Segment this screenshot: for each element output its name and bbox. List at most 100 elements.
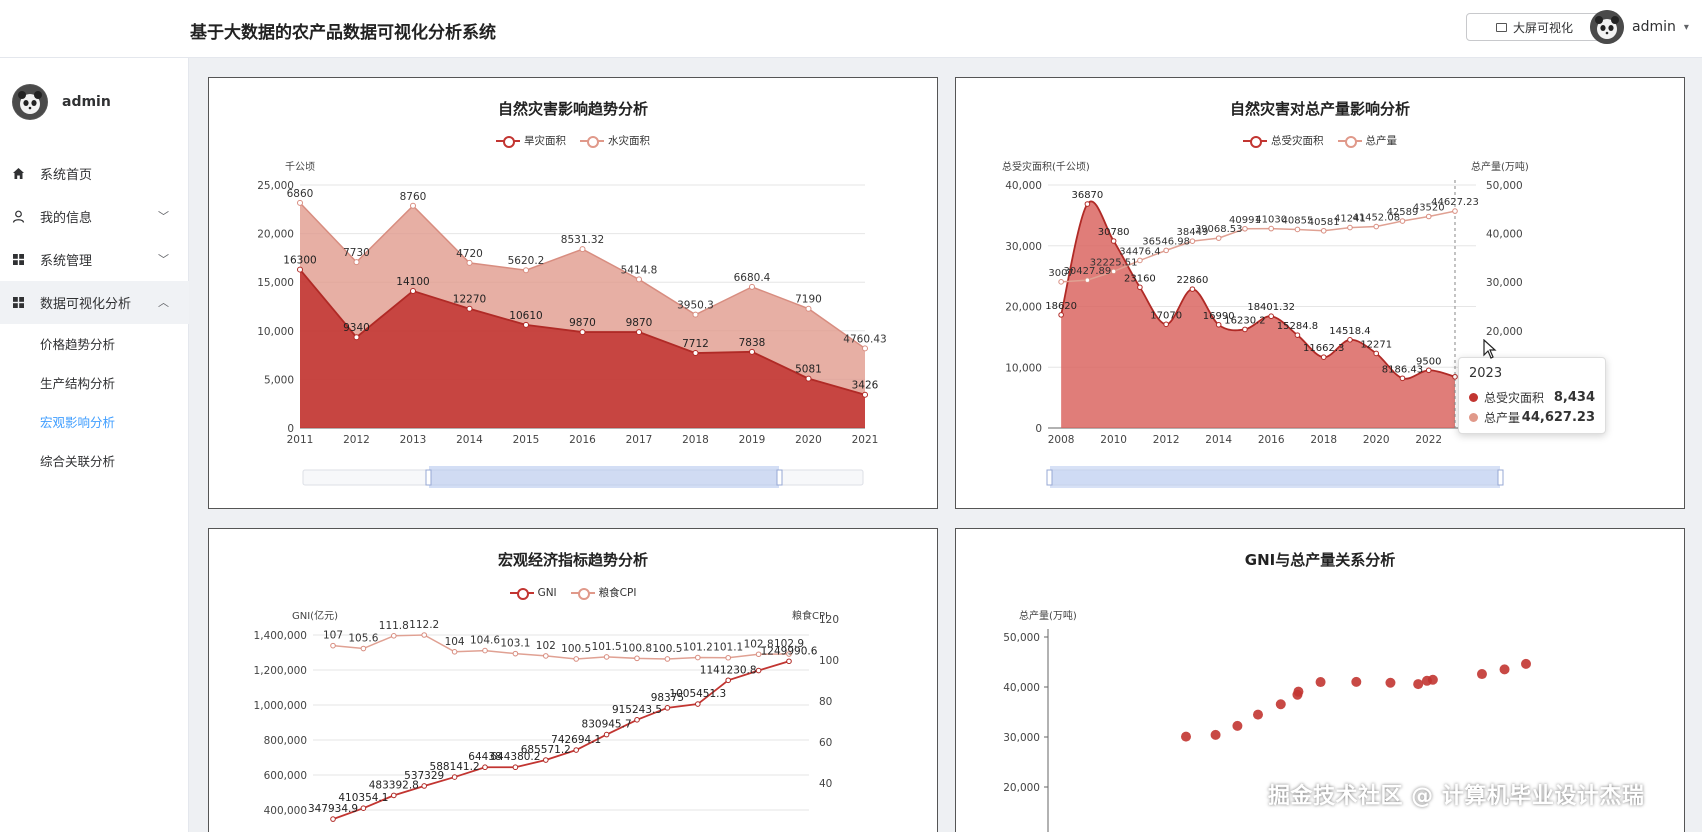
sidebar-item-home[interactable]: 系统首页 [0,152,189,195]
data-point [573,747,580,753]
x-tick-label: 2010 [1100,434,1127,446]
chart-macro-economy[interactable]: GNI(亿元) 粮食CPI 400,000 600,000 800,000 1,000,0… [209,529,939,832]
scatter-point [1252,709,1263,720]
data-point [1242,326,1248,333]
data-point [636,329,642,336]
data-point [1058,279,1064,285]
y-axis-title: 总受灾面积(千公顷) [1002,160,1090,173]
legend-item[interactable]: 总受灾面积 [1243,133,1324,148]
data-point [695,654,701,661]
legend-symbol [509,587,534,600]
x-tick-label: 2022 [1415,434,1442,446]
data-label: 105.6 [348,633,378,645]
data-point [297,199,303,206]
x-tick-label: 2014 [456,434,483,446]
data-point [1163,247,1169,254]
x-tick-label: 2018 [682,434,709,446]
data-label: 7190 [795,294,822,306]
data-label: 644380.2 [490,751,540,763]
data-point [512,764,519,771]
y-tick-label: 25,000 [257,180,294,192]
chart-gni-production[interactable]: 总产量(万吨) 20,000 30,000 40,000 50,000 [956,529,1686,832]
legend-item[interactable]: 总产量 [1337,133,1398,148]
data-point [725,677,732,684]
y-right-tick-label: 80 [819,696,832,708]
data-label: 40581 [1308,217,1340,228]
big-screen-button[interactable]: 大屏可视化 [1466,13,1603,41]
data-label: 14100 [396,276,429,288]
data-label: 7730 [343,247,370,259]
data-point [862,345,868,352]
scatter-point [1499,664,1510,675]
data-label: 64438 [468,751,501,763]
y-tick-label: 20,000 [257,229,294,241]
legend-item[interactable]: 粮食CPI [570,585,636,600]
submenu-item-correlation[interactable]: 综合关联分析 [40,454,116,469]
data-label: 101.2 [683,642,713,654]
legend-label: 水灾面积 [608,135,650,147]
legend-label: GNI [537,586,557,599]
data-label: 42589 [1387,207,1419,218]
sidebar-item-system-manage[interactable]: 系统管理 ﹀ [0,238,189,281]
data-point [573,656,580,662]
datazoom-slider-handle [1046,469,1053,486]
data-label: 32225.51 [1090,257,1138,268]
data-point [353,334,360,341]
data-label: 102 [536,640,556,652]
header-user-menu[interactable]: admin ▾ [1590,10,1689,44]
datazoom-slider-handle [425,469,432,486]
data-label: 104 [445,636,465,648]
data-point [1189,286,1196,292]
data-point [330,642,336,649]
line-series-disaster [1060,200,1456,380]
data-point [421,783,427,789]
data-point [755,651,762,658]
x-tick-label: 2012 [1153,434,1180,446]
data-label: 101.5 [592,641,622,653]
sidebar-item-my-info[interactable]: 我的信息 ﹀ [0,195,189,238]
chart-disaster-production[interactable]: 总受灾面积(千公顷) 总产量(万吨) 0 10,000 20,000 30,000 40,0… [956,78,1686,510]
card-title: GNI与总产量关系分析 [1244,551,1396,569]
y-tick-label: 20,000 [1005,302,1042,314]
y-tick-label: 1,200,000 [254,665,307,677]
data-label: 100.5 [561,643,591,655]
data-label: 1005451.3 [669,688,726,700]
legend-item[interactable]: 水灾面积 [580,133,650,148]
submenu-item-macro-impact[interactable]: 宏观影响分析 [40,415,116,430]
x-tick-label: 2018 [1310,434,1337,446]
legend-item[interactable]: 旱灾面积 [496,133,566,148]
data-label: 40991 [1229,215,1261,226]
data-label: 101.1 [713,642,743,654]
y-axis-title: 千公顷 [285,161,315,173]
legend-item[interactable]: GNI [509,585,557,600]
y-axis-right-title: 总产量(万吨) [1471,160,1529,173]
submenu-item-production-structure[interactable]: 生产结构分析 [40,376,116,391]
sidebar-item-label: 系统管理 [40,254,93,269]
tooltip-series-name: 总受灾面积 [1484,390,1545,405]
y-tick-label: 15,000 [257,277,294,289]
sidebar-item-data-visualization[interactable]: 数据可视化分析 ︿ [0,281,189,324]
data-point [579,329,586,336]
legend-symbol [1243,135,1267,148]
data-label: 7712 [682,338,709,350]
data-label: 22860 [1177,275,1209,286]
data-label: 103.1 [500,638,530,650]
data-point [543,757,549,763]
submenu-item-price-trend[interactable]: 价格趋势分析 [40,337,116,352]
data-point [353,259,360,266]
legend-label: 总产量 [1365,135,1398,147]
datazoom-slider-selection [429,466,779,488]
scatter-point [1476,669,1487,680]
data-label: 7838 [739,337,766,349]
data-label: 41241 [1334,214,1366,225]
data-label: 39068.53 [1195,224,1243,235]
tooltip-row: 总产量 44,627.23 [1469,407,1595,427]
data-point [786,651,792,657]
data-label: 30780 [1098,227,1130,238]
data-point [1373,350,1380,357]
scatter-point [1275,699,1286,710]
scatter-point [1181,731,1191,742]
data-point [297,266,303,273]
data-point [451,774,458,780]
chart-disaster-trend[interactable]: 千公顷 0 5,000 10,000 15,000 20,000 25,000 2011 201… [209,78,939,510]
